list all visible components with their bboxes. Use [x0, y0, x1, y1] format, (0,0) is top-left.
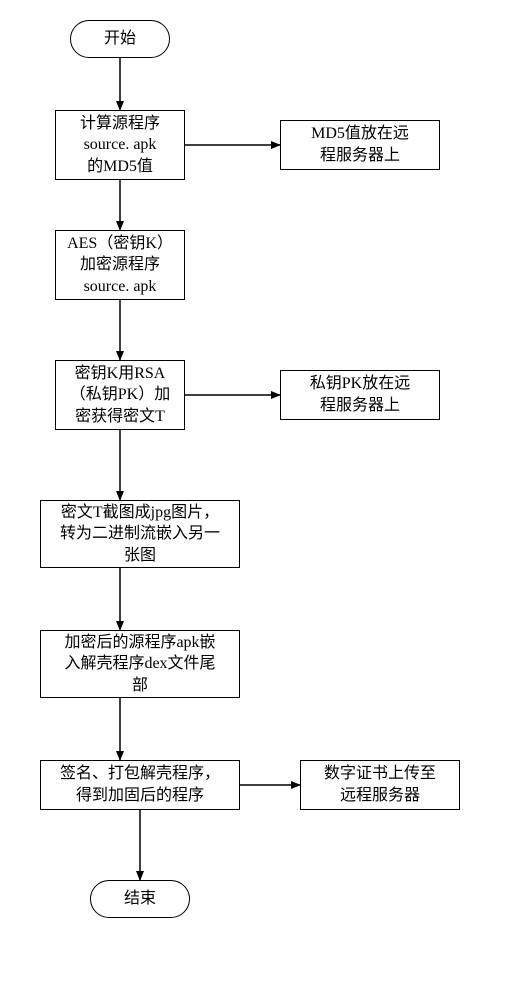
- node-label: 加密后的源程序apk嵌 入解壳程序dex文件尾 部: [64, 632, 215, 697]
- flowchart-node-md5_calc: 计算源程序 source. apk 的MD5值: [55, 110, 185, 180]
- flowchart-node-cert_server: 数字证书上传至 远程服务器: [300, 760, 460, 810]
- flowchart-node-dex_embed: 加密后的源程序apk嵌 入解壳程序dex文件尾 部: [40, 630, 240, 698]
- flowchart-node-rsa_encrypt: 密钥K用RSA （私钥PK）加 密获得密文T: [55, 360, 185, 430]
- flowchart-node-end: 结束: [90, 880, 190, 918]
- node-label: AES（密钥K） 加密源程序 source. apk: [67, 233, 173, 298]
- node-label: 数字证书上传至 远程服务器: [324, 763, 436, 806]
- flowchart-node-jpg_embed: 密文T截图成jpg图片， 转为二进制流嵌入另一 张图: [40, 500, 240, 568]
- flowchart-node-sign_pack: 签名、打包解壳程序， 得到加固后的程序: [40, 760, 240, 810]
- node-label: 结束: [124, 888, 156, 910]
- flowchart-node-start: 开始: [70, 20, 170, 58]
- flowchart-node-pk_server: 私钥PK放在远 程服务器上: [280, 370, 440, 420]
- node-label: 密钥K用RSA （私钥PK）加 密获得密文T: [70, 363, 170, 428]
- flowchart-node-md5_server: MD5值放在远 程服务器上: [280, 120, 440, 170]
- node-label: 开始: [104, 28, 136, 50]
- node-label: 签名、打包解壳程序， 得到加固后的程序: [60, 763, 220, 806]
- flowchart-node-aes_encrypt: AES（密钥K） 加密源程序 source. apk: [55, 230, 185, 300]
- node-label: 密文T截图成jpg图片， 转为二进制流嵌入另一 张图: [60, 502, 220, 567]
- node-label: 计算源程序 source. apk 的MD5值: [80, 113, 160, 178]
- node-label: MD5值放在远 程服务器上: [311, 123, 409, 166]
- node-label: 私钥PK放在远 程服务器上: [310, 373, 410, 416]
